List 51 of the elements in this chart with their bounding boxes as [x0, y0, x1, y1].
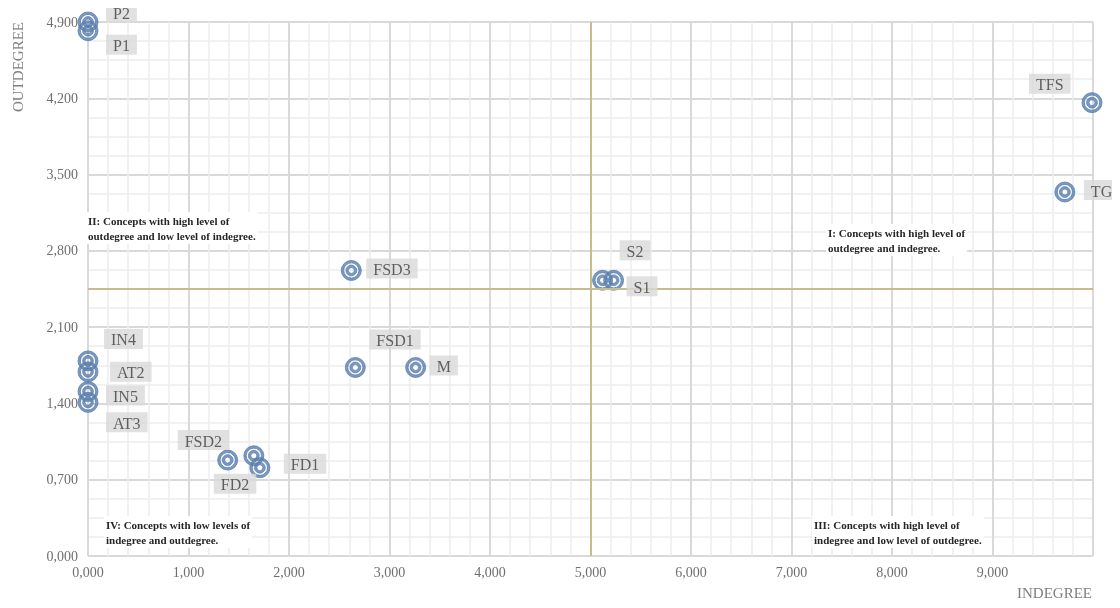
annotation: FSD1	[376, 331, 414, 349]
annotation: S1	[633, 278, 651, 296]
annotation: FD2	[220, 476, 250, 494]
x-tick-label: 8,000	[876, 564, 908, 580]
y-tick-label: 3,500	[46, 167, 78, 183]
annotation: TG	[1090, 182, 1113, 200]
y-tick-label: 4,200	[46, 90, 78, 106]
annotation: I: Concepts with high level of outdegree and indegree.	[828, 226, 966, 254]
annotation: II: Concepts with high level of outdegree and low level of indegree.	[88, 214, 256, 242]
point	[340, 259, 362, 281]
y-tick-label: 0,000	[46, 548, 78, 564]
point	[249, 457, 271, 479]
x-tick-label: 9,000	[976, 564, 1009, 580]
point	[344, 356, 366, 378]
x-axis-title: INDEGREE	[1017, 584, 1093, 601]
x-tick-label: 4,000	[474, 564, 506, 580]
annotation: P2	[113, 4, 130, 22]
annotation: AT2	[117, 364, 145, 382]
y-tick-label: 2,800	[46, 243, 78, 259]
point	[1081, 92, 1103, 114]
x-tick-label: 2,000	[273, 564, 305, 580]
annotation: III: Concepts with high level of indegree and low level of outdegree.	[814, 518, 982, 546]
x-tick-label: 0,000	[72, 564, 104, 580]
x-tick-label: 3,000	[373, 564, 406, 580]
x-tick-label: 7,000	[775, 564, 808, 580]
annotation: FD1	[290, 456, 320, 474]
point	[603, 269, 625, 291]
annotation: S2	[626, 242, 644, 260]
point	[1054, 181, 1076, 203]
y-tick-label: 0,700	[46, 472, 78, 488]
y-tick-label: 1,400	[46, 395, 78, 411]
y-tick-label: 4,900	[46, 14, 78, 30]
point	[217, 449, 239, 471]
x-tick-label: 6,000	[675, 564, 707, 580]
annotation: FSD2	[184, 432, 223, 450]
y-tick-label: 2,100	[46, 319, 78, 335]
annotation: M	[436, 357, 451, 375]
point	[77, 391, 99, 413]
x-tick-label: 5,000	[574, 564, 607, 580]
annotation: P1	[113, 37, 130, 55]
annotation: AT3	[113, 414, 141, 432]
point	[405, 356, 427, 378]
annotation: IV: Concepts with low levels of indegree and outdegree.	[106, 518, 251, 546]
annotation: IN4	[111, 331, 136, 349]
annotation: TFS	[1035, 76, 1064, 94]
annotation: FSD3	[373, 260, 411, 278]
point	[77, 361, 99, 383]
annotation: IN5	[113, 387, 138, 405]
point	[77, 11, 99, 33]
x-tick-label: 1,000	[172, 564, 205, 580]
y-axis-title: OUTDEGREE	[9, 21, 26, 112]
